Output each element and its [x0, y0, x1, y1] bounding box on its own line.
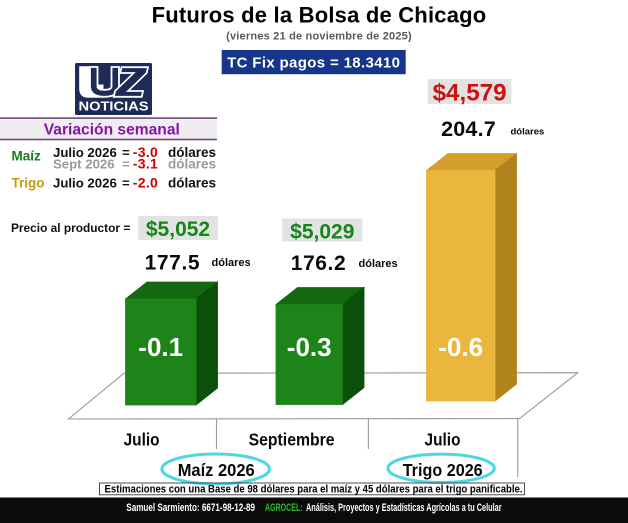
svg-text:dólares: dólares — [359, 258, 398, 270]
svg-text:-3.0: -3.0 — [133, 144, 158, 160]
svg-text:Maíz: Maíz — [12, 149, 42, 164]
svg-text:$5,052: $5,052 — [146, 218, 210, 241]
svg-text:-2.0: -2.0 — [133, 175, 158, 191]
svg-text:=: = — [122, 157, 130, 172]
svg-text:-0.1: -0.1 — [138, 332, 183, 362]
svg-text:AGROCEL:: AGROCEL: — [265, 502, 303, 514]
svg-text:(viernes 21 de noviembre de 20: (viernes 21 de noviembre de 2025) — [226, 30, 412, 42]
svg-text:Sept 2026: Sept 2026 — [53, 157, 115, 172]
svg-text:-0.6: -0.6 — [438, 332, 483, 362]
svg-text:Julio: Julio — [425, 429, 461, 449]
svg-text:Julio 2026: Julio 2026 — [53, 145, 117, 160]
svg-text:Trigo: Trigo — [12, 175, 45, 190]
svg-text:Variación semanal: Variación semanal — [44, 122, 180, 139]
svg-text:Precio al productor =: Precio al productor = — [11, 221, 130, 235]
svg-text:dólares: dólares — [168, 157, 216, 172]
svg-text:176.2: 176.2 — [291, 252, 347, 275]
svg-text:NOTICIAS: NOTICIAS — [79, 98, 149, 113]
svg-text:dólares: dólares — [511, 127, 545, 138]
svg-text:=: = — [122, 176, 130, 191]
svg-text:Futuros de la Bolsa de Chicago: Futuros de la Bolsa de Chicago — [152, 3, 487, 28]
svg-text:TC Fix pagos = 18.3410: TC Fix pagos = 18.3410 — [227, 55, 400, 72]
svg-text:Julio: Julio — [124, 429, 160, 449]
svg-text:Estimaciones con una Base de 9: Estimaciones con una Base de 98 dólares … — [105, 483, 523, 495]
svg-text:Septiembre: Septiembre — [249, 429, 335, 449]
svg-text:177.5: 177.5 — [145, 252, 201, 275]
svg-text:=: = — [122, 145, 130, 160]
svg-text:$5,029: $5,029 — [290, 221, 354, 244]
svg-text:Trigo 2026: Trigo 2026 — [403, 460, 483, 480]
svg-text:Julio 2026: Julio 2026 — [53, 176, 117, 191]
svg-text:Análisis, Proyectos y Estadíst: Análisis, Proyectos y Estadísticas Agríc… — [306, 502, 502, 514]
svg-text:-3.1: -3.1 — [133, 156, 158, 172]
svg-text:-0.3: -0.3 — [287, 332, 332, 362]
svg-text:dólares: dólares — [168, 176, 216, 191]
svg-text:dólares: dólares — [168, 145, 216, 160]
svg-text:Samuel Sarmiento: 6671-98-12-8: Samuel Sarmiento: 6671-98-12-89 — [126, 502, 255, 514]
svg-text:$4,579: $4,579 — [433, 80, 507, 107]
svg-text:Maíz 2026: Maíz 2026 — [178, 460, 255, 480]
svg-text:dólares: dólares — [212, 257, 251, 269]
svg-text:204.7: 204.7 — [441, 117, 496, 141]
